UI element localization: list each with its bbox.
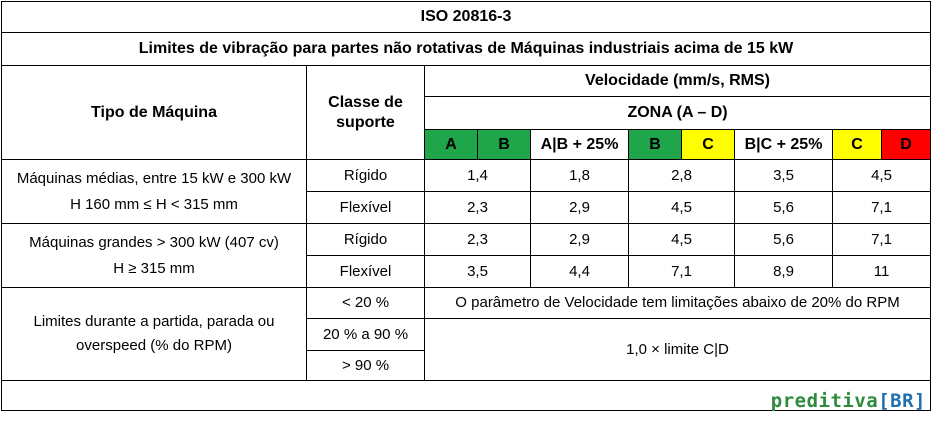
table-subtitle: Limites de vibração para partes não rota… xyxy=(0,32,932,66)
brand-logo: preditiva[BR] xyxy=(771,390,926,412)
value-cell: 4,5 xyxy=(831,159,932,192)
value-cell: 7,1 xyxy=(831,191,932,224)
value-cell: 7,1 xyxy=(831,223,932,256)
zone-ab-25-label: A|B + 25% xyxy=(530,129,629,160)
standard-title: ISO 20816-3 xyxy=(0,1,932,33)
machine-large-label: Máquinas grandes > 300 kW (407 cv) xyxy=(29,233,279,251)
limits-label-line1: Limites durante a partida, parada ou xyxy=(33,313,275,330)
velocity-header: Velocidade (mm/s, RMS) xyxy=(423,65,932,97)
machine-medium-sub: H 160 mm ≤ H < 315 mm xyxy=(70,195,238,213)
zone-b-label: B xyxy=(477,129,531,160)
limits-label-line2: overspeed (% do RPM) xyxy=(76,337,232,354)
value-cell: 2,3 xyxy=(424,191,531,224)
zone-c-label-2: C xyxy=(832,129,882,160)
note-low-speed: O parâmetro de Velocidade tem limitações… xyxy=(423,287,932,319)
value-cell: 2,8 xyxy=(628,159,735,192)
support-label: Rígido xyxy=(306,159,425,192)
value-cell: 2,9 xyxy=(530,191,629,224)
value-cell: 3,5 xyxy=(734,159,833,192)
vibration-limits-table: ISO 20816-3 Limites de vibração para par… xyxy=(0,1,932,411)
brand-suffix: [BR] xyxy=(878,390,926,412)
machine-medium-label: Máquinas médias, entre 15 kW e 300 kW xyxy=(16,169,292,187)
range-mid: 20 % a 90 % xyxy=(306,318,425,351)
footer-row xyxy=(0,380,932,411)
value-cell: 5,6 xyxy=(734,191,833,224)
value-cell: 2,3 xyxy=(424,223,531,256)
value-cell: 4,4 xyxy=(530,255,629,288)
machine-type-header: Tipo de Máquina xyxy=(1,65,307,160)
value-cell: 4,5 xyxy=(628,223,735,256)
zone-bc-25-label: B|C + 25% xyxy=(734,129,833,160)
value-cell: 8,9 xyxy=(734,255,833,288)
limits-label-cell: Limites durante a partida, parada ou ove… xyxy=(1,287,307,381)
zone-d-label: D xyxy=(880,129,932,160)
value-cell: 7,1 xyxy=(628,255,735,288)
machine-large-sub: H ≥ 315 mm xyxy=(113,259,195,277)
support-label: Rígido xyxy=(306,223,425,256)
range-low: < 20 % xyxy=(306,287,425,319)
value-cell: 1,4 xyxy=(424,159,531,192)
range-high: > 90 % xyxy=(306,350,425,381)
brand-name: preditiva xyxy=(770,390,879,412)
machine-large-cell: Máquinas grandes > 300 kW (407 cv) H ≥ 3… xyxy=(1,223,307,288)
value-cell: 11 xyxy=(831,255,932,288)
value-cell: 2,9 xyxy=(530,223,629,256)
value-cell: 5,6 xyxy=(734,223,833,256)
zone-c-label: C xyxy=(681,129,735,160)
zone-a-label: A xyxy=(424,129,478,160)
value-cell: 4,5 xyxy=(628,191,735,224)
support-class-header: Classe de suporte xyxy=(306,65,425,160)
zone-header: ZONA (A – D) xyxy=(423,96,932,130)
machine-medium-cell: Máquinas médias, entre 15 kW e 300 kW H … xyxy=(1,159,307,224)
note-high-speed: 1,0 × limite C|D xyxy=(423,318,932,381)
support-label: Flexível xyxy=(306,255,425,288)
zone-b-label-2: B xyxy=(628,129,682,160)
value-cell: 3,5 xyxy=(424,255,531,288)
value-cell: 1,8 xyxy=(530,159,629,192)
support-label: Flexível xyxy=(306,191,425,224)
